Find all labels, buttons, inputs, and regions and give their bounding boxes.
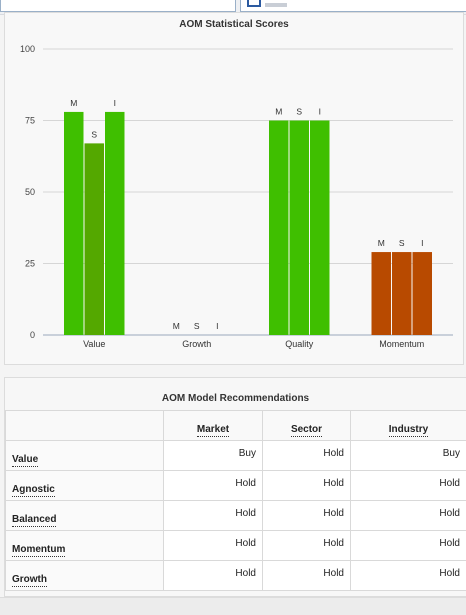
table-header-row: Market Sector Industry [6,411,466,441]
cell-momentum-market: Hold [164,531,263,561]
bar [392,252,412,335]
footer-strip [0,597,466,615]
bar-series-label: I [319,107,321,117]
table-row: Balanced Hold Hold Hold [6,501,466,531]
bar-series-label: M [173,321,180,331]
cell-balanced-market: Hold [164,501,263,531]
cell-agnostic-industry: Hold [351,471,466,501]
bar-series-label: S [194,321,200,331]
header-market[interactable]: Market [164,411,263,441]
x-tick-label: Growth [182,339,211,349]
bar [310,121,330,336]
bar-series-label: M [70,98,77,108]
table-row: Value Buy Hold Buy [6,441,466,471]
y-tick-label: 75 [25,116,35,126]
bar-series-label: I [216,321,218,331]
cell-momentum-industry: Hold [351,531,466,561]
cell-agnostic-market: Hold [164,471,263,501]
cell-value-sector: Hold [263,441,351,471]
y-tick-label: 25 [25,259,35,269]
row-label-balanced[interactable]: Balanced [6,501,164,531]
bar [64,112,84,335]
cell-momentum-sector: Hold [263,531,351,561]
recommendations-table: Market Sector Industry Value Buy Hold Bu… [5,410,466,591]
header-empty-cell [6,411,164,441]
row-label-momentum[interactable]: Momentum [6,531,164,561]
table-row: Agnostic Hold Hold Hold [6,471,466,501]
y-tick-label: 50 [25,187,35,197]
x-tick-label: Quality [285,339,314,349]
y-tick-label: 0 [30,330,35,340]
cell-growth-industry: Hold [351,561,466,591]
header-sector[interactable]: Sector [263,411,351,441]
bar-series-label: M [378,238,385,248]
x-tick-label: Value [83,339,105,349]
y-tick-label: 100 [20,44,35,54]
left-input-field[interactable] [0,0,236,12]
bar [290,121,310,336]
bar-series-label: S [399,238,405,248]
table-title: AOM Model Recommendations [5,393,466,404]
cell-value-market: Buy [164,441,263,471]
table-row: Momentum Hold Hold Hold [6,531,466,561]
cell-balanced-sector: Hold [263,501,351,531]
bar [85,143,105,335]
bar-series-label: S [91,129,97,139]
cell-growth-market: Hold [164,561,263,591]
dropdown-text-placeholder [265,3,287,7]
cell-value-industry: Buy [351,441,466,471]
model-recommendations-panel: AOM Model Recommendations Market Sector … [4,377,466,597]
table-row: Growth Hold Hold Hold [6,561,466,591]
row-label-value[interactable]: Value [6,441,164,471]
bar-series-label: I [114,98,116,108]
cell-balanced-industry: Hold [351,501,466,531]
x-tick-label: Momentum [379,339,424,349]
bar-series-label: S [296,107,302,117]
bar [372,252,392,335]
row-label-growth[interactable]: Growth [6,561,164,591]
bar [269,121,289,336]
bar [413,252,433,335]
bar-series-label: I [421,238,423,248]
cell-growth-sector: Hold [263,561,351,591]
bar [105,112,125,335]
cell-agnostic-sector: Hold [263,471,351,501]
header-industry[interactable]: Industry [351,411,466,441]
bar-series-label: M [275,107,282,117]
tray-icon [247,0,261,7]
row-label-agnostic[interactable]: Agnostic [6,471,164,501]
right-dropdown[interactable] [240,0,466,12]
